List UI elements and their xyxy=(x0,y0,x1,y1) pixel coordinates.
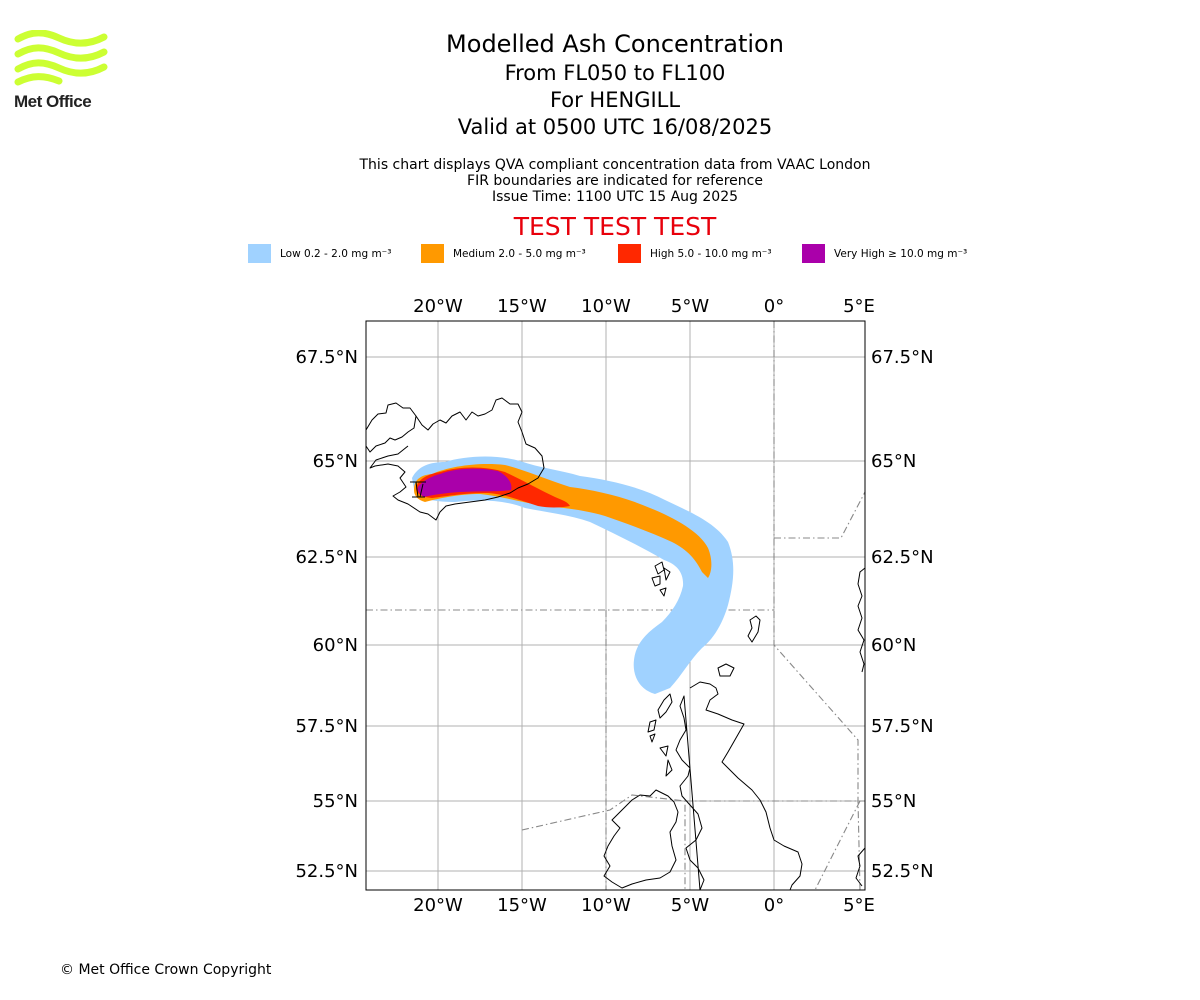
bottom-longitude-labels: 20°W 15°W 10°W 5°W 0° 5°E xyxy=(413,895,875,916)
legend-label: Very High ≥ 10.0 mg m⁻³ xyxy=(834,247,968,260)
lat-tick-label: 60°N xyxy=(871,635,916,656)
lon-tick-label: 15°W xyxy=(497,296,547,317)
legend-item-medium: Medium 2.0 - 5.0 mg m⁻³ xyxy=(421,244,586,263)
lon-tick-label: 0° xyxy=(764,296,784,317)
lon-tick-label: 15°W xyxy=(497,895,547,916)
issue-time: Issue Time: 1100 UTC 15 Aug 2025 xyxy=(491,189,739,205)
volcano-marker xyxy=(410,481,426,498)
coastlines xyxy=(366,397,865,890)
legend-item-very-high: Very High ≥ 10.0 mg m⁻³ xyxy=(802,244,967,263)
chart-title: Modelled Ash Concentration xyxy=(446,30,784,58)
lon-tick-label: 5°W xyxy=(671,895,709,916)
wave-logo-icon xyxy=(14,29,108,86)
great-britain-coastline xyxy=(675,681,803,890)
lon-tick-label: 5°W xyxy=(671,296,709,317)
test-banner: TEST TEST TEST xyxy=(513,212,717,241)
lat-tick-label: 55°N xyxy=(871,791,916,812)
orkney-islands xyxy=(717,663,735,677)
legend-label: High 5.0 - 10.0 mg m⁻³ xyxy=(650,247,772,260)
chart-title-block: Modelled Ash Concentration From FL050 to… xyxy=(315,28,915,141)
legend-label: Medium 2.0 - 5.0 mg m⁻³ xyxy=(453,247,586,260)
met-office-logo: Met Office xyxy=(14,29,109,112)
lat-tick-label: 57.5°N xyxy=(871,716,934,737)
shetland-islands xyxy=(747,615,761,643)
fir-boundaries xyxy=(366,321,865,890)
lon-tick-label: 5°E xyxy=(843,895,875,916)
lat-tick-label: 52.5°N xyxy=(295,861,358,882)
legend-swatch xyxy=(802,244,825,263)
description-line: This chart displays QVA compliant concen… xyxy=(359,157,871,173)
flight-levels: From FL050 to FL100 xyxy=(504,61,726,85)
lat-tick-label: 62.5°N xyxy=(871,547,934,568)
ash-area-very-high xyxy=(417,468,512,497)
legend-swatch xyxy=(421,244,444,263)
chart-description: This chart displays QVA compliant concen… xyxy=(315,157,915,205)
lon-tick-label: 10°W xyxy=(581,296,631,317)
lat-tick-label: 55°N xyxy=(313,791,358,812)
ireland-coastline xyxy=(603,789,679,889)
lon-tick-label: 20°W xyxy=(413,296,463,317)
right-latitude-labels: 67.5°N 65°N 62.5°N 60°N 57.5°N 55°N 52.5… xyxy=(871,347,934,882)
valid-time: Valid at 0500 UTC 16/08/2025 xyxy=(457,115,773,139)
gridlines xyxy=(366,321,865,890)
legend-label: Low 0.2 - 2.0 mg m⁻³ xyxy=(280,247,392,260)
hebrides-islands xyxy=(647,693,673,777)
legend-swatch xyxy=(248,244,271,263)
lon-tick-label: 20°W xyxy=(413,895,463,916)
lat-tick-label: 65°N xyxy=(313,451,358,472)
description-line: FIR boundaries are indicated for referen… xyxy=(467,173,763,189)
lon-tick-label: 5°E xyxy=(843,296,875,317)
lat-tick-label: 62.5°N xyxy=(295,547,358,568)
legend-swatch xyxy=(618,244,641,263)
faroe-islands xyxy=(651,561,671,597)
copyright-notice: © Met Office Crown Copyright xyxy=(60,962,272,978)
lat-tick-label: 67.5°N xyxy=(871,347,934,368)
lon-tick-label: 0° xyxy=(764,895,784,916)
map-frame xyxy=(365,320,866,891)
lat-tick-label: 60°N xyxy=(313,635,358,656)
lat-tick-label: 67.5°N xyxy=(295,347,358,368)
legend-item-low: Low 0.2 - 2.0 mg m⁻³ xyxy=(248,244,391,263)
left-latitude-labels: 67.5°N 65°N 62.5°N 60°N 57.5°N 55°N 52.5… xyxy=(295,347,358,882)
legend-item-high: High 5.0 - 10.0 mg m⁻³ xyxy=(618,244,772,263)
logo-text: Met Office xyxy=(14,92,92,111)
lat-tick-label: 57.5°N xyxy=(295,716,358,737)
lat-tick-label: 65°N xyxy=(871,451,916,472)
lat-tick-label: 52.5°N xyxy=(871,861,934,882)
iceland-coastline xyxy=(366,397,545,521)
top-longitude-labels: 20°W 15°W 10°W 5°W 0° 5°E xyxy=(413,296,875,317)
lon-tick-label: 10°W xyxy=(581,895,631,916)
norway-coastline xyxy=(855,567,865,887)
volcano-name: For HENGILL xyxy=(549,88,681,112)
